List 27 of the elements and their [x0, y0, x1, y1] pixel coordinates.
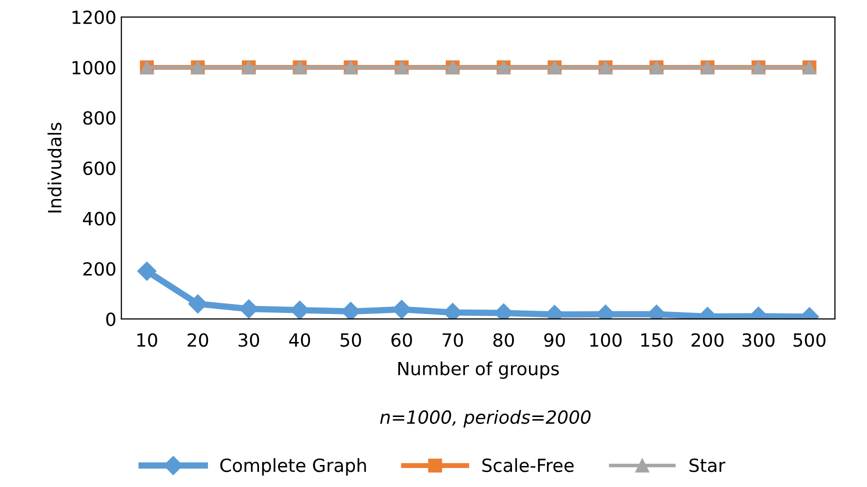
legend-label: Scale-Free	[482, 458, 574, 472]
x-tick-label: 80	[493, 333, 514, 347]
x-axis-title: Number of groups	[398, 361, 559, 379]
x-tick-label: 500	[794, 333, 826, 347]
x-tick-label: 300	[742, 333, 774, 347]
y-tick-label: 600	[83, 161, 116, 176]
y-tick-label: 1000	[72, 60, 116, 74]
y-tick-label: 0	[106, 312, 116, 326]
x-tick-label: 70	[442, 333, 463, 347]
legend-label: Star	[690, 458, 726, 472]
x-tick-label: 50	[340, 333, 362, 347]
y-tick-label: 400	[82, 212, 116, 226]
x-tick-label: 100	[590, 333, 622, 347]
x-tick-label: 150	[641, 333, 673, 347]
x-tick-label: 30	[238, 333, 260, 347]
x-tick-label: 200	[692, 333, 724, 347]
y-tick-label: 200	[83, 262, 116, 276]
text: n=1000, periods=2000	[380, 410, 591, 428]
legend-label: Complete Graph	[220, 458, 366, 476]
x-tick-label: 10	[137, 333, 158, 347]
x-tick-label: 20	[188, 333, 208, 347]
x-tick-label: 60	[391, 333, 412, 347]
y-tick-label: 800	[83, 111, 116, 125]
x-tick-label: 40	[289, 333, 310, 347]
y-axis-title: Indivudals	[48, 122, 62, 212]
y-tick-label: 1200	[72, 10, 116, 24]
x-tick-label: 90	[544, 333, 565, 347]
